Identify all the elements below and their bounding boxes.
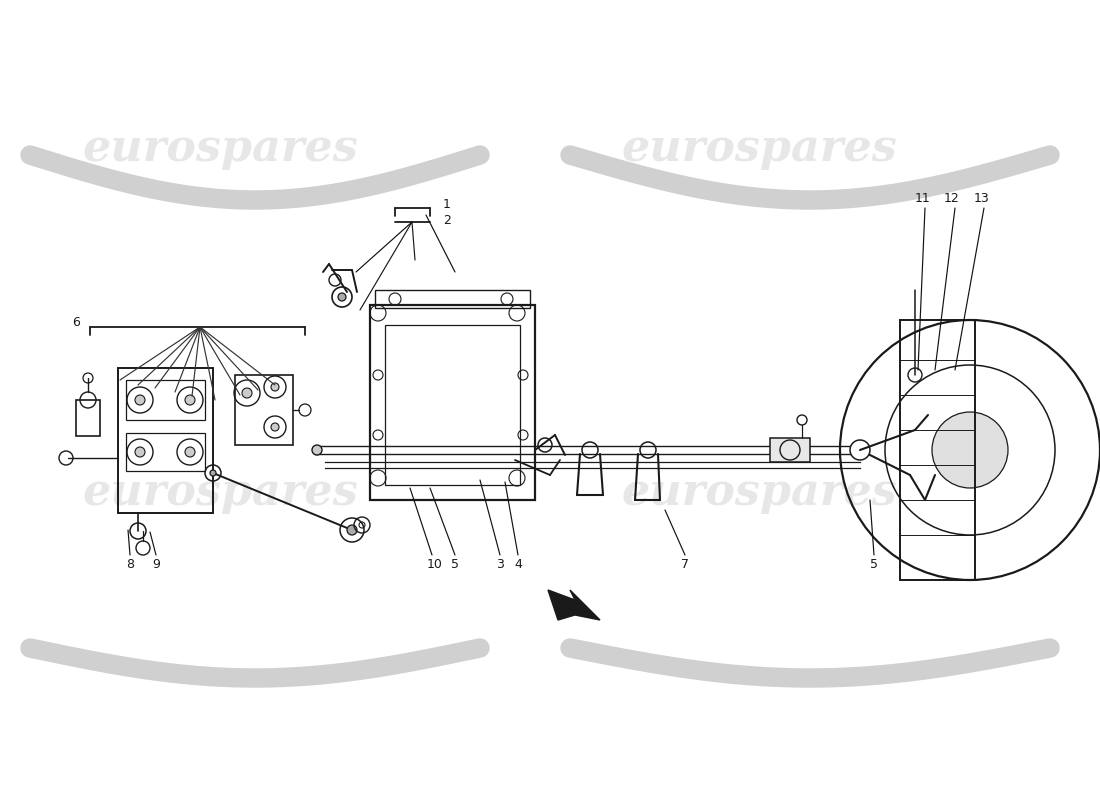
Circle shape [210,470,216,476]
Bar [126,433,205,471]
Bar [375,290,530,308]
Text: eurospares: eurospares [82,470,358,514]
Text: 1: 1 [443,198,451,211]
Text: 7: 7 [681,558,689,571]
Bar [900,320,975,580]
Bar [76,400,100,436]
Text: 4: 4 [514,558,521,571]
Text: 2: 2 [443,214,451,227]
Bar [770,438,810,462]
Bar [118,368,213,513]
Text: eurospares: eurospares [82,126,358,170]
Circle shape [185,447,195,457]
Text: 5: 5 [451,558,459,571]
Bar [385,325,520,485]
Text: 6: 6 [73,317,80,330]
Bar [370,305,535,500]
Circle shape [271,423,279,431]
Bar [235,375,293,445]
Text: 11: 11 [915,191,931,205]
Circle shape [851,443,865,457]
Text: 12: 12 [944,191,960,205]
Text: 10: 10 [427,558,443,571]
Text: eurospares: eurospares [621,470,896,514]
Circle shape [850,440,870,460]
Circle shape [346,525,358,535]
Circle shape [271,383,279,391]
Text: 13: 13 [975,191,990,205]
Text: 8: 8 [126,558,134,571]
Circle shape [242,388,252,398]
Bar [126,380,205,420]
Text: 3: 3 [496,558,504,571]
Circle shape [185,395,195,405]
Circle shape [338,293,346,301]
Polygon shape [548,590,600,620]
Circle shape [312,445,322,455]
Text: 5: 5 [870,558,878,571]
Text: 9: 9 [152,558,160,571]
Text: eurospares: eurospares [621,126,896,170]
Circle shape [932,412,1008,488]
Circle shape [135,447,145,457]
Circle shape [135,395,145,405]
